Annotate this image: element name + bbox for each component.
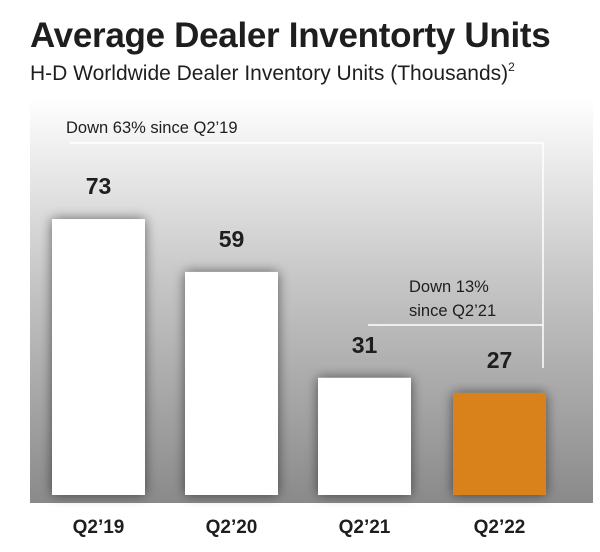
value-label: 73: [86, 173, 112, 199]
value-label: 59: [219, 226, 245, 252]
bar-q221: [318, 377, 411, 495]
annotation-text: since Q2’21: [409, 302, 496, 320]
footnote-marker: 2: [508, 60, 515, 74]
chart-subtitle-text: H-D Worldwide Dealer Inventory Units (Th…: [30, 62, 509, 85]
category-label: Q2’19: [73, 517, 125, 538]
annotation-text: Down 63% since Q2’19: [66, 119, 238, 137]
bar-q219: [52, 219, 145, 495]
value-label: 27: [487, 347, 513, 373]
chart-subtitle: H-D Worldwide Dealer Inventory Units (Th…: [30, 60, 515, 86]
category-label: Q2’20: [206, 517, 258, 538]
bar-q222: [453, 392, 546, 495]
category-label: Q2’22: [474, 517, 526, 538]
annotation-text: Down 13%: [409, 278, 489, 296]
value-label: 31: [352, 332, 378, 358]
bar-q220: [185, 271, 278, 495]
chart-title: Average Dealer Inventorty Units: [30, 16, 551, 55]
category-label: Q2’21: [339, 517, 391, 538]
